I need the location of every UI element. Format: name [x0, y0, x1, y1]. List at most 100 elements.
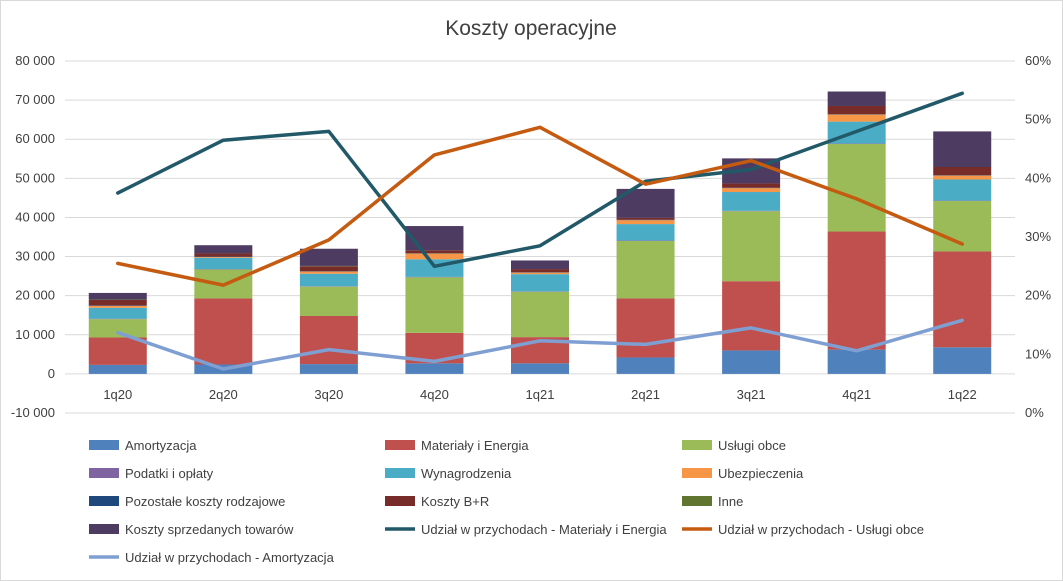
- bar-segment: [722, 281, 781, 351]
- legend-label: Materiały i Energia: [421, 438, 529, 453]
- bar-segment: [616, 240, 675, 299]
- x-tick-label: 4q21: [842, 387, 871, 402]
- y-tick-label: -10 000: [11, 405, 55, 420]
- legend-label: Pozostałe koszty rodzajowe: [125, 494, 285, 509]
- x-tick-label: 1q21: [526, 387, 555, 402]
- bar-segment: [827, 91, 886, 106]
- bar-segment: [299, 266, 358, 272]
- bar-segment: [933, 347, 992, 374]
- y-tick-label: 0: [48, 366, 55, 381]
- legend-swatch: [89, 496, 119, 506]
- bar-segment: [616, 220, 675, 225]
- bar-segment: [88, 364, 147, 374]
- bar-segment: [827, 349, 886, 374]
- legend-swatch: [682, 496, 712, 506]
- y-tick-label: 20 000: [15, 288, 55, 303]
- y2-tick-label: 20%: [1025, 288, 1051, 303]
- y-tick-label: 70 000: [15, 92, 55, 107]
- legend-swatch: [385, 468, 415, 478]
- bar-segment: [405, 250, 464, 254]
- x-tick-label: 4q20: [420, 387, 449, 402]
- x-tick-label: 2q20: [209, 387, 238, 402]
- bar-segment: [933, 179, 992, 201]
- bar-segment: [88, 319, 147, 338]
- bar-segment: [827, 114, 886, 122]
- x-tick-label: 2q21: [631, 387, 660, 402]
- bar-segment: [299, 286, 358, 317]
- legend-label: Podatki i opłaty: [125, 466, 214, 481]
- x-tick-label: 1q20: [103, 387, 132, 402]
- y-tick-label: 60 000: [15, 131, 55, 146]
- series-line: [116, 125, 964, 287]
- bar-segment: [194, 298, 253, 365]
- bar-segment: [511, 269, 569, 273]
- legend-swatch: [385, 496, 415, 506]
- bar-segment: [194, 256, 253, 258]
- x-tick-label: 1q22: [948, 387, 977, 402]
- legend-label: Udział w przychodach - Usługi obce: [718, 522, 924, 537]
- bar-segment: [511, 272, 569, 275]
- y2-tick-label: 50%: [1025, 112, 1051, 127]
- y-tick-label: 50 000: [15, 170, 55, 185]
- bar-segment: [933, 166, 992, 176]
- x-tick-label: 3q20: [314, 387, 343, 402]
- y-tick-label: 30 000: [15, 249, 55, 264]
- y2-tick-label: 60%: [1025, 53, 1051, 68]
- x-tick-label: 3q21: [737, 387, 766, 402]
- legend-swatch: [385, 440, 415, 450]
- y-tick-label: 40 000: [15, 209, 55, 224]
- bar-segment: [194, 257, 253, 270]
- chart-title: Koszty operacyjne: [445, 17, 617, 40]
- legend-label: Udział w przychodach - Amortyzacja: [125, 550, 335, 565]
- legend-label: Koszty sprzedanych towarów: [125, 522, 294, 537]
- legend-swatch: [89, 524, 119, 534]
- bar-segment: [827, 105, 886, 115]
- series-line: [116, 318, 964, 371]
- legend-swatch: [682, 468, 712, 478]
- y2-tick-label: 0%: [1025, 405, 1044, 420]
- bar-segment: [827, 143, 886, 232]
- legend-label: Ubezpieczenia: [718, 466, 804, 481]
- bar-segment: [88, 305, 147, 308]
- bar-segment: [511, 260, 569, 270]
- bar-segment: [405, 253, 464, 260]
- bar-segment: [299, 248, 358, 266]
- bar-segment: [88, 299, 147, 306]
- bars: [88, 91, 992, 374]
- bar-segment: [722, 188, 781, 193]
- bar-segment: [511, 274, 569, 292]
- legend-swatch: [89, 440, 119, 450]
- bar-segment: [299, 364, 358, 374]
- legend-label: Inne: [718, 494, 743, 509]
- bar-segment: [299, 316, 358, 365]
- legend-swatch: [89, 468, 119, 478]
- bar-segment: [616, 224, 675, 241]
- y2-tick-label: 40%: [1025, 170, 1051, 185]
- legend-swatch: [682, 440, 712, 450]
- bar-segment: [299, 271, 358, 274]
- legend-label: Amortyzacja: [125, 438, 197, 453]
- bar-segment: [722, 350, 781, 374]
- bar-segment: [827, 231, 886, 350]
- lines: [116, 91, 964, 371]
- bar-segment: [616, 217, 675, 220]
- legend: Amortyzacja Materiały i Energia Usługi obc…: [89, 438, 924, 565]
- y-tick-label: 80 000: [15, 53, 55, 68]
- bar-segment: [88, 307, 147, 319]
- legend-label: Wynagrodzenia: [421, 466, 512, 481]
- legend-label: Usługi obce: [718, 438, 786, 453]
- y2-tick-label: 10%: [1025, 346, 1051, 361]
- bar-segment: [511, 363, 569, 374]
- bar-segment: [511, 291, 569, 338]
- series-line: [116, 91, 964, 269]
- bar-segment: [194, 245, 253, 254]
- y-tick-label: 10 000: [15, 327, 55, 342]
- bar-segment: [405, 277, 464, 333]
- bar-segment: [299, 273, 358, 287]
- legend-label: Koszty B+R: [421, 494, 489, 509]
- bar-segment: [616, 357, 675, 374]
- bar-segment: [405, 363, 464, 374]
- y2-tick-label: 30%: [1025, 229, 1051, 244]
